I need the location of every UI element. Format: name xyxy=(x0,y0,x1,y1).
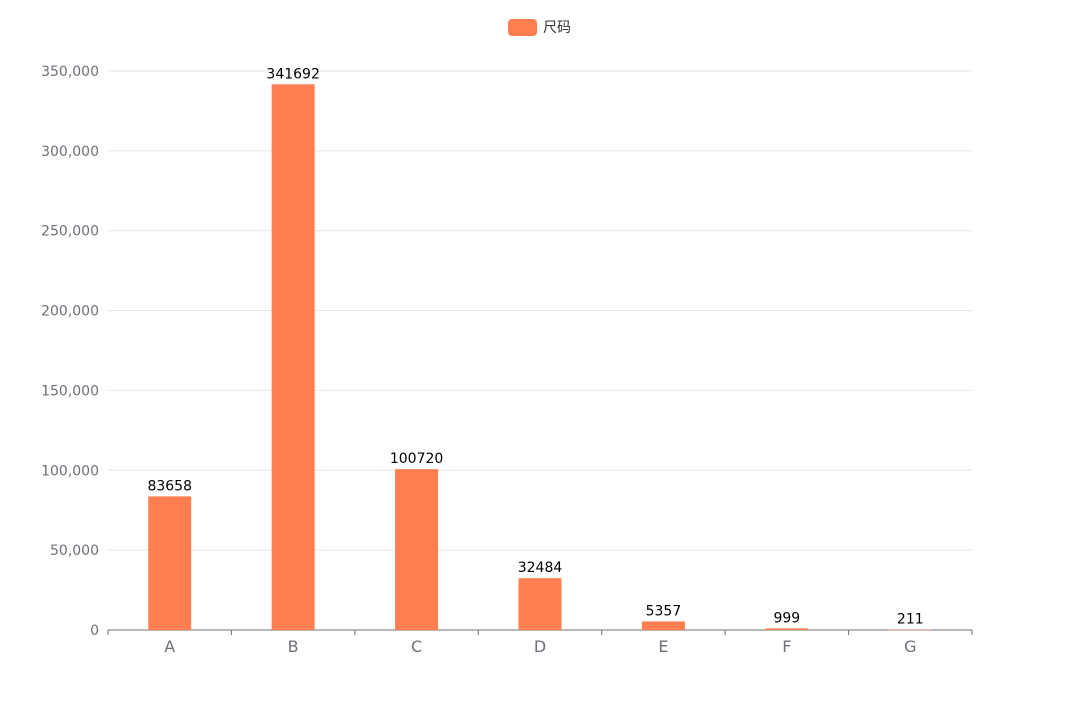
data-label: 211 xyxy=(897,612,924,628)
data-label: 83658 xyxy=(147,478,192,494)
data-label: 999 xyxy=(773,610,800,626)
x-tick-label: A xyxy=(164,637,175,656)
x-tick-label: C xyxy=(411,637,422,656)
y-tick-label: 50,000 xyxy=(50,543,99,559)
bar-e xyxy=(641,621,685,630)
y-tick-label: 300,000 xyxy=(41,144,99,160)
y-tick-label: 100,000 xyxy=(41,463,99,479)
legend-swatch xyxy=(508,18,537,36)
data-labels: 83658 341692 100720 32484 5357 999 211 xyxy=(147,66,923,627)
data-label: 32484 xyxy=(518,560,563,576)
y-tick-label: 350,000 xyxy=(41,64,99,80)
y-tick-label: 200,000 xyxy=(41,304,99,320)
data-label: 5357 xyxy=(646,603,682,619)
x-tick-label: E xyxy=(658,637,668,656)
bar-g xyxy=(888,629,932,631)
legend-label: 尺码 xyxy=(543,20,571,36)
bar-b xyxy=(271,84,315,631)
data-label: 341692 xyxy=(266,66,319,82)
y-tick-label: 150,000 xyxy=(41,383,99,399)
bar-c xyxy=(395,469,439,630)
bar-a xyxy=(148,496,192,630)
data-label: 100720 xyxy=(390,451,443,467)
bar-d xyxy=(518,578,562,630)
y-tick-label: 250,000 xyxy=(41,224,99,240)
bar-f xyxy=(765,628,809,630)
x-tick-label: F xyxy=(782,637,791,656)
x-tick-label: B xyxy=(288,637,299,656)
chart-legend[interactable]: 尺码 xyxy=(508,17,571,37)
grid-lines xyxy=(108,70,972,551)
x-tick-label: D xyxy=(534,637,546,656)
y-tick-label: 0 xyxy=(90,623,99,639)
bars xyxy=(148,84,932,631)
x-tick-label: G xyxy=(904,637,916,656)
